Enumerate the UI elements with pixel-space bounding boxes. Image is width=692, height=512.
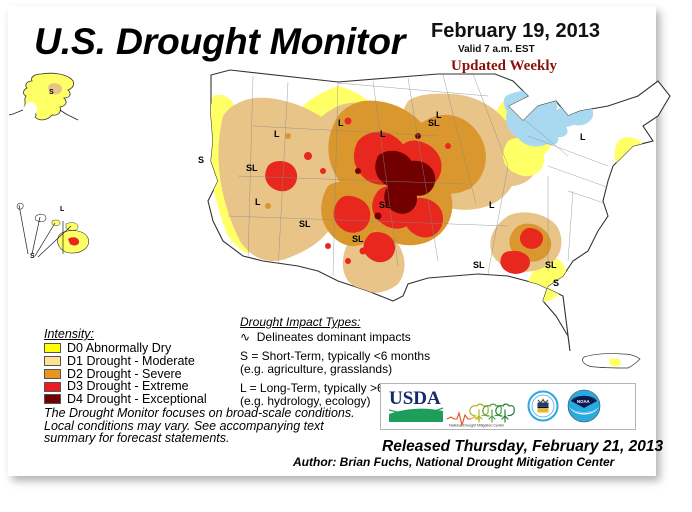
svg-text:S: S — [198, 155, 204, 165]
svg-text:L: L — [580, 132, 586, 142]
svg-text:L: L — [380, 129, 386, 139]
svg-text:SL: SL — [473, 260, 485, 270]
svg-text:SL: SL — [246, 163, 258, 173]
svg-text:National Drought Mitigation Ce: National Drought Mitigation Center — [449, 424, 505, 428]
svg-text:S: S — [49, 89, 54, 96]
svg-text:SL: SL — [299, 219, 311, 229]
svg-text:SL: SL — [379, 200, 391, 210]
svg-text:SL: SL — [352, 234, 364, 244]
svg-text:S: S — [30, 253, 35, 260]
svg-text:L: L — [489, 200, 495, 210]
svg-text:S: S — [553, 278, 559, 288]
svg-text:SL: SL — [428, 118, 440, 128]
svg-text:L: L — [255, 197, 261, 207]
svg-text:L: L — [60, 206, 65, 213]
svg-text:SL: SL — [545, 260, 557, 270]
svg-text:NOAA: NOAA — [577, 399, 590, 404]
svg-text:L: L — [338, 118, 344, 128]
svg-text:USDA: USDA — [389, 388, 441, 409]
svg-text:L: L — [274, 129, 280, 139]
